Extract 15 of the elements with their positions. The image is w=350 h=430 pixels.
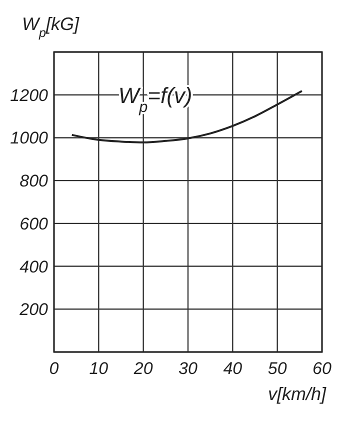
x-axis-title: v[km/h] [268, 384, 327, 404]
y-tick-label: 1000 [10, 128, 49, 148]
x-tick-label: 40 [223, 359, 243, 378]
x-tick-label: 60 [312, 359, 332, 378]
y-tick-label: 400 [20, 257, 49, 276]
y-tick-label: 600 [20, 214, 49, 234]
x-tick-label: 50 [268, 359, 288, 378]
y-tick-label: 200 [18, 300, 49, 320]
x-tick-label: 0 [49, 359, 60, 378]
y-axis-title: W$_{p}$[kG] [22, 14, 80, 40]
x-tick-label: 10 [89, 359, 109, 378]
y-tick-label: 1200 [10, 86, 49, 105]
x-tick-label: 30 [178, 359, 198, 378]
x-tick-label: 20 [132, 359, 154, 378]
y-tick-label: 800 [20, 172, 49, 191]
